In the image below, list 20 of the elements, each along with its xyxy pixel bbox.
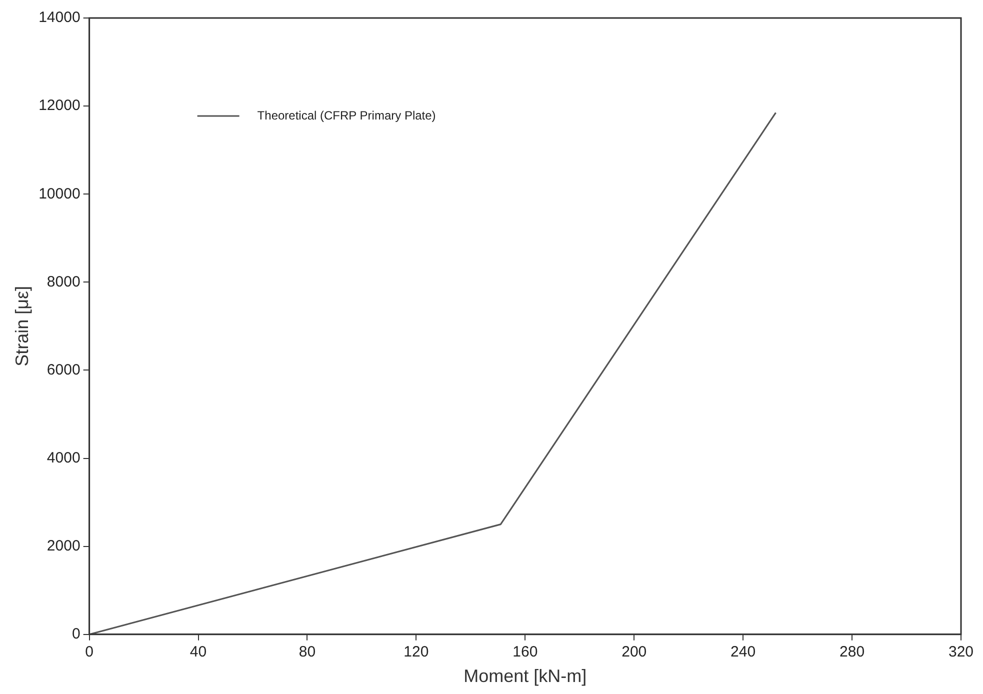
x-tick-label: 80 (298, 644, 316, 661)
legend-label: Theoretical (CFRP Primary Plate) (257, 108, 436, 122)
x-axis-title: Moment [kN-m] (464, 666, 587, 686)
y-tick-label: 14000 (38, 9, 80, 26)
x-tick-label: 160 (512, 644, 538, 661)
x-tick-label: 40 (190, 644, 207, 661)
y-tick-label: 4000 (46, 449, 80, 466)
y-axis-title: Strain [με] (12, 286, 32, 366)
y-tick-label: 0 (72, 626, 80, 643)
x-tick-label: 240 (730, 644, 756, 661)
y-tick-label: 2000 (46, 537, 80, 554)
x-tick-label: 200 (622, 644, 647, 661)
y-tick-label: 8000 (46, 273, 80, 290)
y-tick-label: 10000 (38, 185, 80, 202)
x-tick-label: 120 (404, 644, 429, 661)
y-tick-label: 6000 (46, 361, 80, 378)
x-tick-label: 0 (85, 644, 94, 661)
x-tick-label: 280 (840, 644, 865, 661)
y-tick-label: 12000 (38, 97, 80, 114)
x-tick-label: 320 (948, 644, 974, 661)
